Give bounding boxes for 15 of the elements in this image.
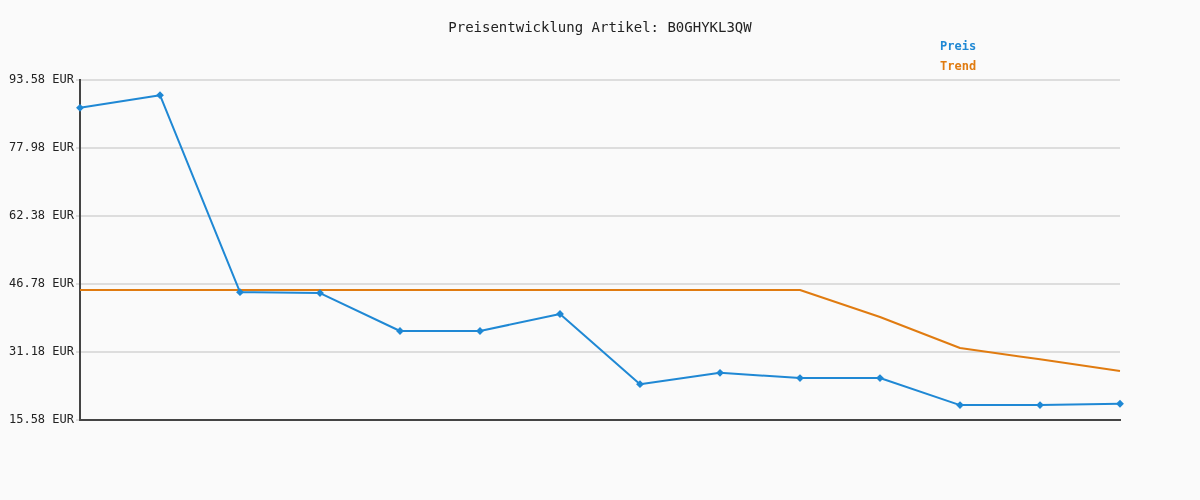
- point: [76, 104, 84, 112]
- point: [236, 288, 244, 296]
- point: [636, 380, 644, 388]
- point: [716, 369, 724, 377]
- point: [156, 91, 164, 99]
- y-tick-label: 31.18 EUR: [8, 344, 75, 359]
- y-tick-label: 15.58 EUR: [8, 412, 75, 427]
- point: [1116, 400, 1124, 408]
- text: Trend: [940, 59, 977, 74]
- y-tick-label: 77.98 EUR: [8, 140, 75, 155]
- y-tick-label: 93.58 EUR: [8, 72, 75, 87]
- chart-title: Preisentwicklung Artikel: B0GHYKL3QW: [448, 18, 753, 35]
- y-tick-label: 62.38 EUR: [8, 208, 75, 223]
- y-tick-label: 46.78 EUR: [8, 276, 75, 291]
- text: Preis: [940, 39, 977, 54]
